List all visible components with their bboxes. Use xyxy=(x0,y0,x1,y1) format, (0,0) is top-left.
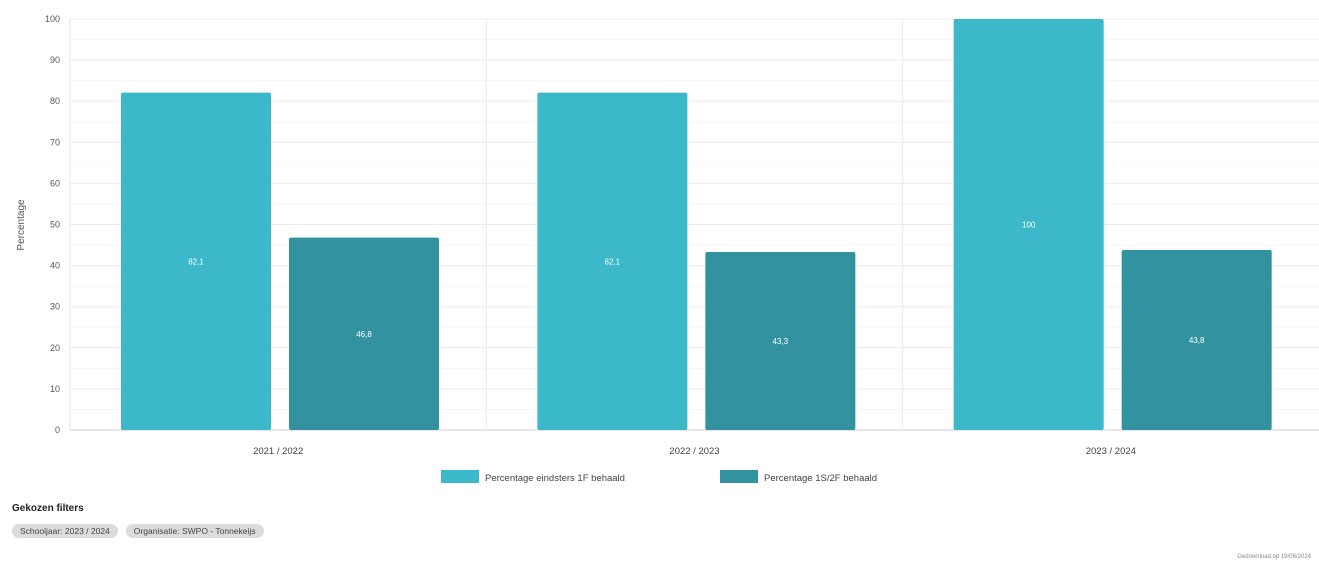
y-tick-label: 100 xyxy=(45,14,60,24)
y-tick-label: 60 xyxy=(50,178,60,188)
legend: Percentage eindsters 1F behaald Percentag… xyxy=(441,470,877,484)
y-tick-label: 20 xyxy=(50,343,60,353)
bar-value-label: 43,3 xyxy=(773,337,789,346)
y-tick-label: 50 xyxy=(50,220,60,230)
bar-1-3[interactable] xyxy=(953,19,1104,430)
bar-value-label: 100 xyxy=(1022,221,1036,230)
x-axis-ticks: 2021 / 2022 2022 / 2023 2023 / 2024 xyxy=(253,446,1136,457)
bar-1-2[interactable] xyxy=(537,92,688,430)
y-tick-label: 70 xyxy=(50,137,60,147)
x-tick-label: 2022 / 2023 xyxy=(669,446,719,457)
legend-label-2[interactable]: Percentage 1S/2F behaald xyxy=(764,473,877,484)
filter-chip-schooljaar[interactable]: Schooljaar: 2023 / 2024 xyxy=(12,524,118,538)
x-tick-label: 2021 / 2022 xyxy=(253,446,303,457)
y-axis-label: Percentage xyxy=(16,199,27,251)
legend-swatch-2 xyxy=(720,470,758,483)
x-tick-label: 2023 / 2024 xyxy=(1086,446,1136,457)
y-tick-label: 80 xyxy=(50,96,60,106)
y-tick-label: 10 xyxy=(50,384,60,394)
bar-value-label: 82,1 xyxy=(188,257,204,266)
legend-label-1[interactable]: Percentage eindsters 1F behaald xyxy=(485,473,625,484)
bar-value-label: 46,8 xyxy=(356,330,372,339)
bar-2-2[interactable] xyxy=(705,252,856,430)
filter-chips: Schooljaar: 2023 / 2024 Organisatie: SWP… xyxy=(12,524,264,538)
bar-1-1[interactable] xyxy=(121,92,271,430)
bar-2-3[interactable] xyxy=(1121,249,1272,430)
bar-value-label: 43,8 xyxy=(1189,336,1205,345)
filters-title: Gekozen filters xyxy=(12,503,84,514)
bar-2-1[interactable] xyxy=(289,237,439,430)
y-axis-ticks: 0 10 20 30 40 50 60 70 80 90 100 xyxy=(45,14,60,435)
legend-swatch-1 xyxy=(441,470,479,483)
filter-chip-organisatie[interactable]: Organisatie: SWPO - Tonnekeijs xyxy=(125,524,264,538)
y-tick-label: 30 xyxy=(50,302,60,312)
bar-chart: 0 10 20 30 40 50 60 70 80 90 100 Percentage 82,1 46… xyxy=(16,14,1319,484)
y-tick-label: 40 xyxy=(50,261,60,271)
y-tick-label: 0 xyxy=(55,425,60,435)
grid-lines xyxy=(69,18,1319,431)
y-tick-label: 90 xyxy=(50,55,60,65)
download-date: Gedownload op 19/06/2024 xyxy=(1237,554,1311,560)
bars: 82,1 46,8 82,1 43,3 100 43,8 xyxy=(121,19,1272,430)
bar-value-label: 82,1 xyxy=(605,257,621,266)
